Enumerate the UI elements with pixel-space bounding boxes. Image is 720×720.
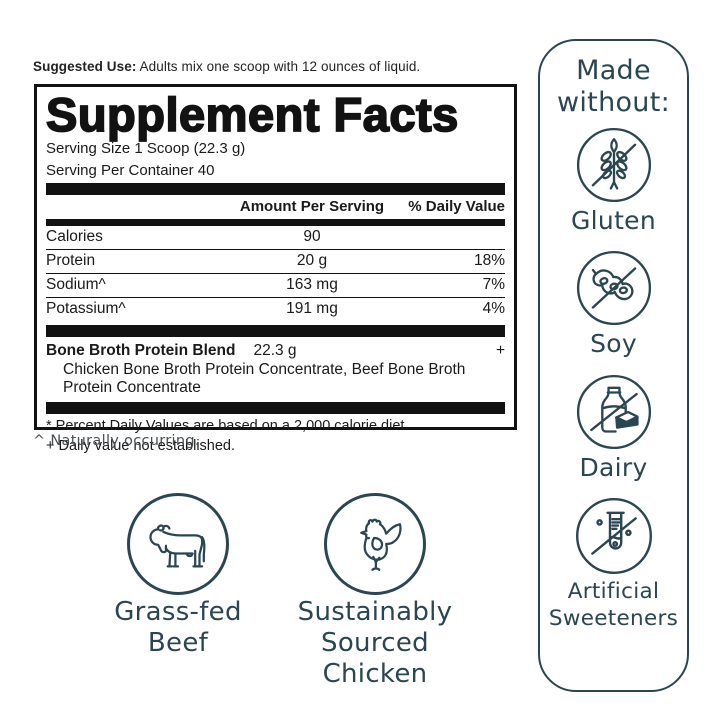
footnote-daily-values: * Percent Daily Values are based on a 2,…: [46, 417, 409, 434]
nutrient-name: Potassium^: [46, 300, 126, 318]
artificial-sweeteners-crossed-icon: [575, 498, 652, 575]
divider-bar-thick: [46, 401, 505, 414]
nutrient-dv: 18%: [473, 252, 505, 270]
divider-bar-thick: [46, 183, 505, 196]
dairy-crossed-icon: [576, 374, 651, 449]
made-without-panel: Made without: Gluten: [538, 39, 689, 692]
gluten-crossed-icon: [576, 127, 651, 202]
footnote-not-established: + Daily value not established.: [46, 438, 236, 455]
made-without-label-gluten: Gluten: [571, 205, 656, 235]
made-without-item-soy: Soy: [543, 249, 685, 358]
suggested-use-label: Suggested Use:: [33, 59, 137, 74]
supplement-facts-title: Supplement Facts: [45, 88, 459, 141]
made-without-label-artificial-sweeteners: Artificial Sweeteners: [548, 579, 679, 632]
made-without-item-gluten: Gluten: [543, 126, 685, 235]
blend-dv: +: [495, 342, 505, 360]
table-row-calories: Calories 90: [46, 226, 505, 249]
grass-fed-beef-badge: [127, 493, 229, 595]
blend-name: Bone Broth Protein Blend: [46, 342, 236, 360]
nutrient-name: Protein: [46, 252, 96, 270]
facts-header-row: Amount Per Serving % Daily Value: [46, 195, 505, 217]
cow-icon: [149, 524, 206, 568]
table-row-sodium: Sodium^ 163 mg 7%: [46, 273, 505, 297]
chicken-icon: [360, 518, 402, 571]
made-without-item-dairy: Dairy: [543, 373, 685, 482]
col-amount-per-serving: Amount Per Serving: [239, 198, 385, 216]
naturally-occurring-note: ^ Naturally occurring.: [33, 433, 200, 449]
made-without-title: Made without:: [557, 55, 670, 118]
nutrient-dv: 4%: [482, 300, 505, 318]
made-without-label-dairy: Dairy: [579, 452, 648, 482]
nutrient-name: Calories: [46, 228, 103, 246]
table-row-potassium: Potassium^ 191 mg 4%: [46, 297, 505, 321]
servings-per-container: Serving Per Container 40: [46, 161, 215, 179]
divider-bar-thick: [46, 325, 505, 338]
serving-size: Serving Size 1 Scoop (22.3 g): [46, 140, 246, 158]
col-daily-value: % Daily Value: [408, 198, 505, 216]
sustainably-sourced-chicken-label: Sustainably Sourced Chicken: [297, 597, 453, 690]
table-row-protein: Protein 20 g 18%: [46, 249, 505, 273]
facts-footnotes: * Percent Daily Values are based on a 2,…: [46, 417, 505, 457]
made-without-label-soy: Soy: [590, 329, 637, 359]
nutrient-name: Sodium^: [46, 276, 106, 294]
grass-fed-beef-label: Grass-fed Beef: [114, 597, 242, 659]
nutrient-amount: 163 mg: [286, 276, 338, 294]
nutrient-dv: 7%: [482, 276, 505, 294]
nutrient-amount: 191 mg: [286, 300, 338, 318]
suggested-use-line: Suggested Use: Adults mix one scoop with…: [33, 59, 519, 74]
made-without-item-artificial-sweeteners: Artificial Sweeteners: [543, 496, 685, 633]
nutrient-amount: 90: [303, 228, 321, 246]
nutrient-amount: 20 g: [296, 252, 328, 270]
blend-ingredients: Chicken Bone Broth Protein Concentrate, …: [63, 361, 466, 397]
suggested-use-text: Adults mix one scoop with 12 ounces of l…: [136, 59, 421, 74]
sustainably-sourced-chicken-badge: [324, 493, 426, 595]
blend-amount: 22.3 g: [253, 342, 297, 360]
soy-crossed-icon: [576, 251, 651, 326]
divider-bar-medium: [46, 219, 505, 227]
blend-row: Bone Broth Protein Blend 22.3 g +: [46, 342, 505, 360]
supplement-facts-panel: Supplement Facts Serving Size 1 Scoop (2…: [34, 84, 517, 454]
